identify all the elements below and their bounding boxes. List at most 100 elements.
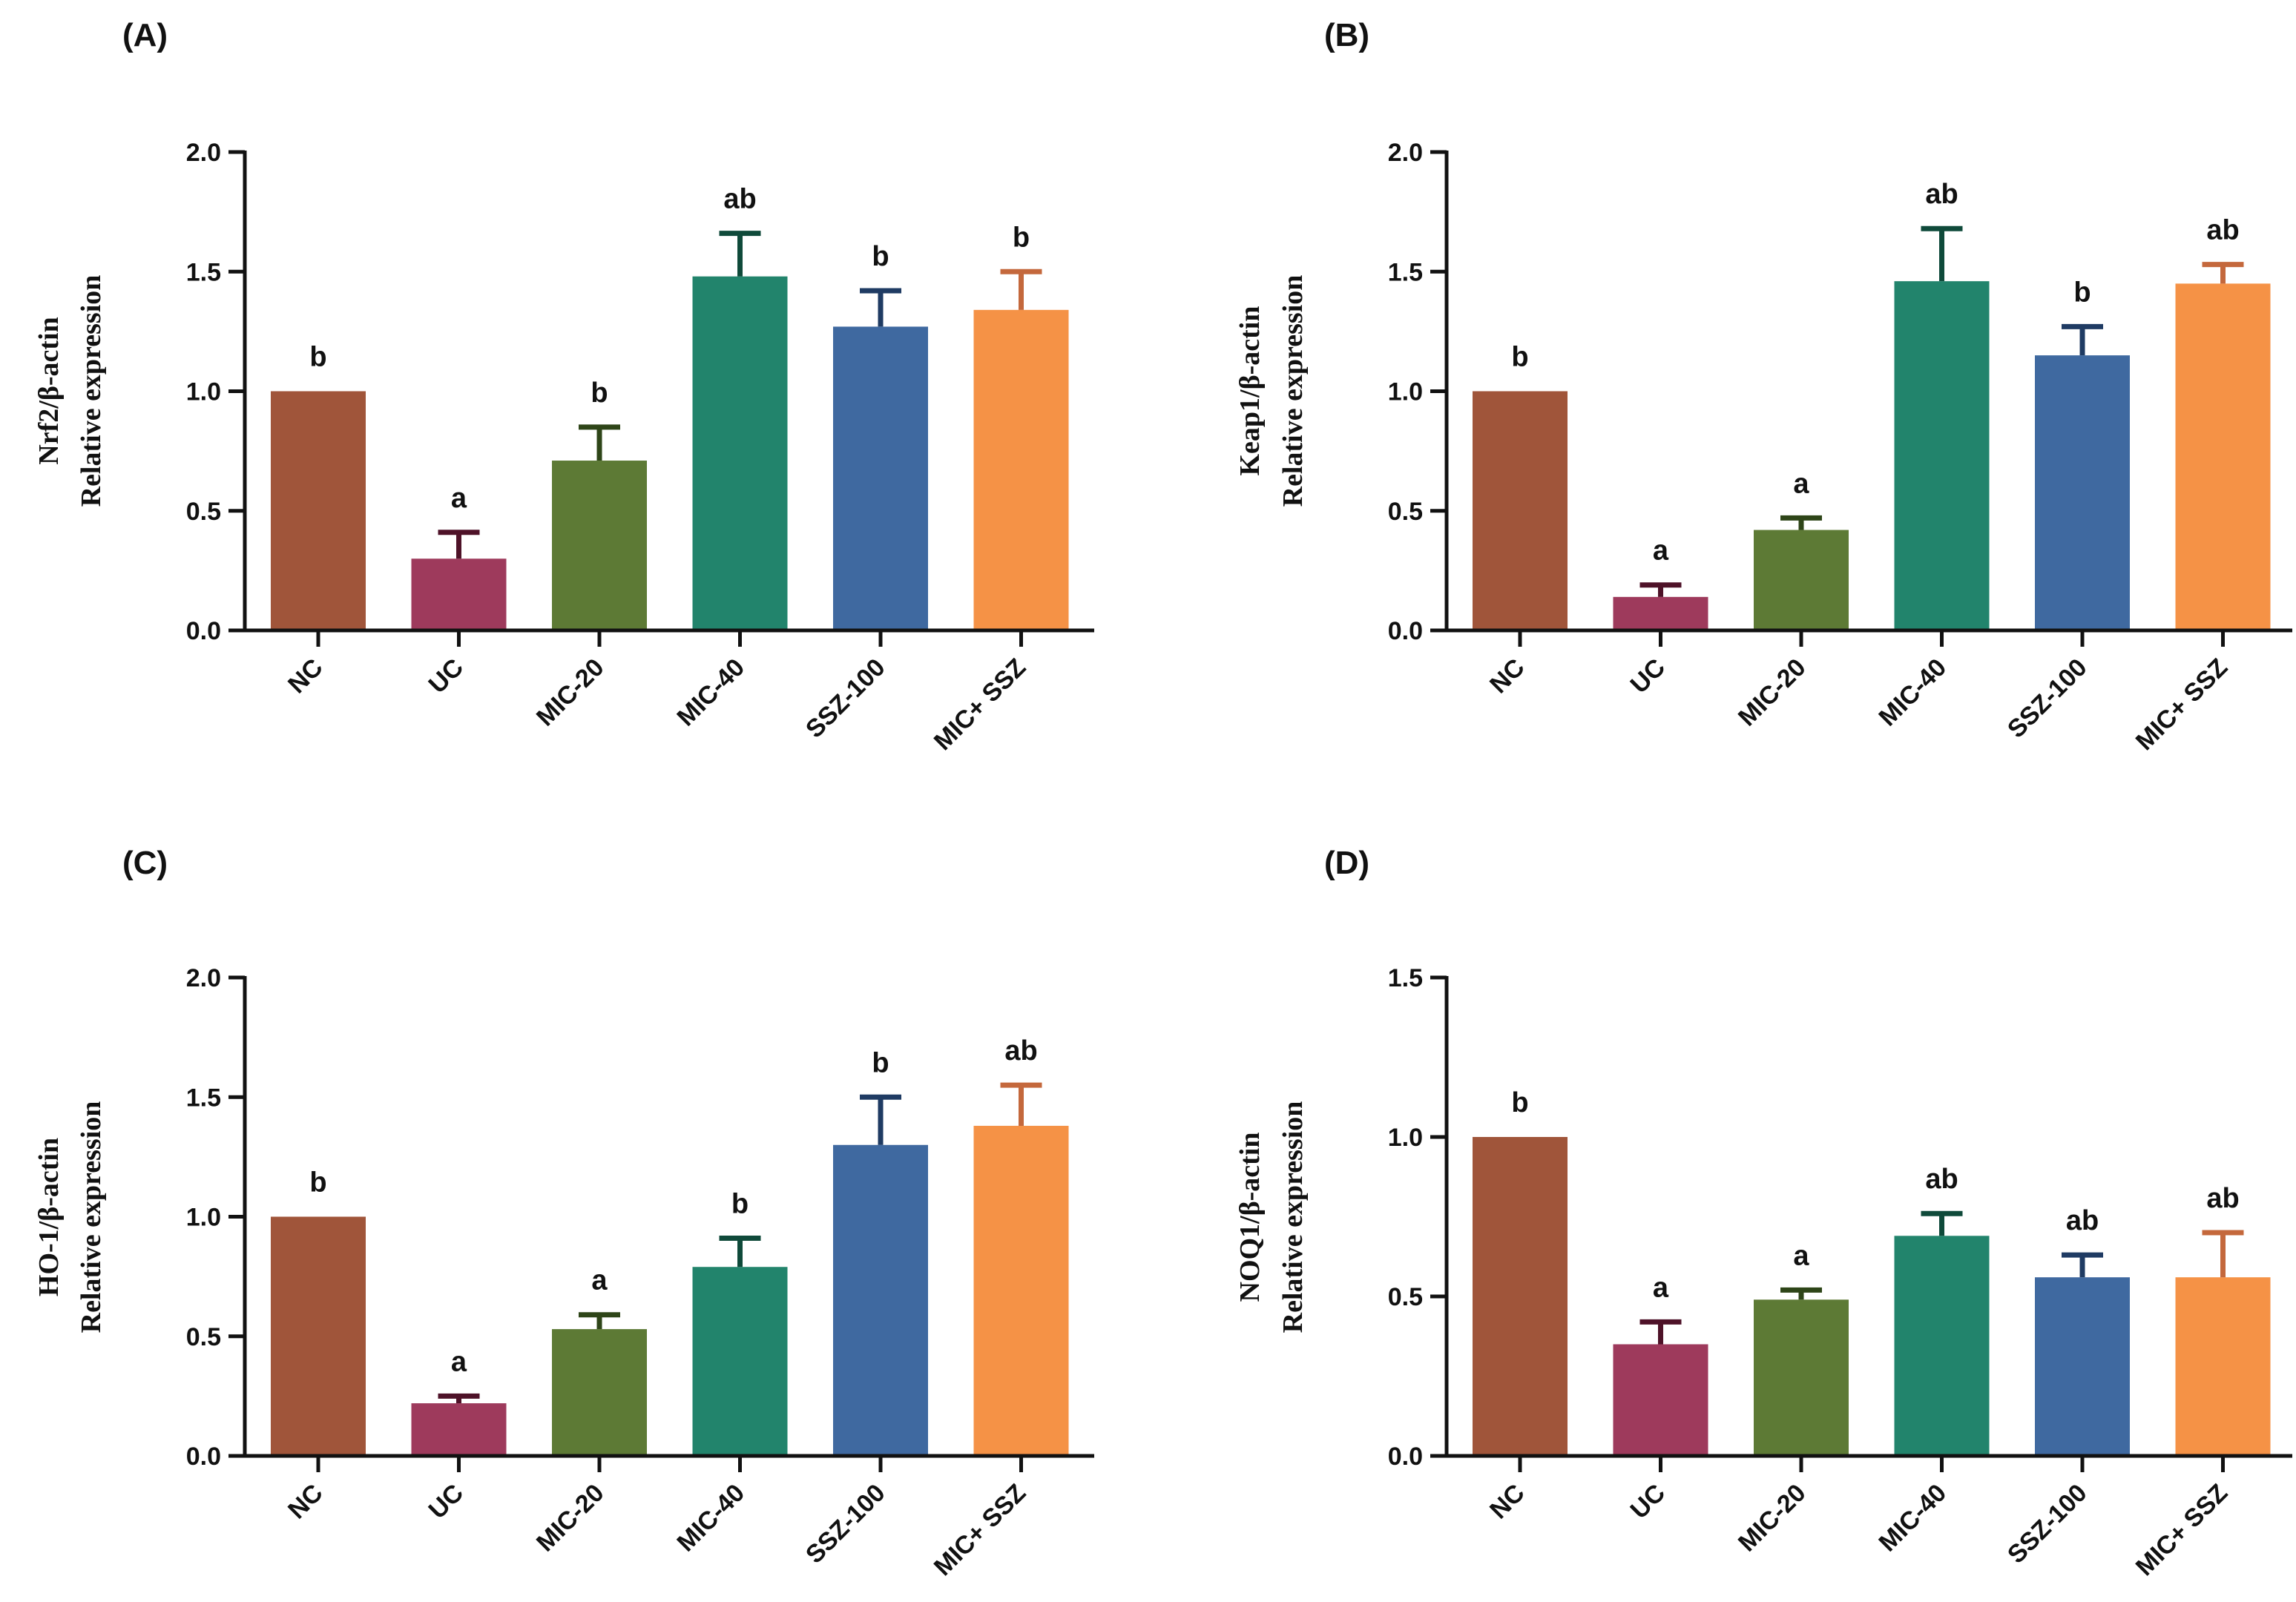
bar xyxy=(1894,281,1990,630)
significance-label: a xyxy=(1793,468,1809,499)
category-label: MIC-20 xyxy=(531,1479,610,1558)
significance-label: ab xyxy=(2066,1205,2099,1236)
category-label: NC xyxy=(283,1479,329,1525)
panel-b: (B) Keap1/β-actin Relative expression 0.0 0.… xyxy=(1234,17,2292,756)
panel-letter: (D) xyxy=(1324,845,1369,881)
bar xyxy=(692,276,788,630)
category-label: NC xyxy=(1484,1479,1530,1525)
bar xyxy=(1473,391,1568,630)
y-tick-label: 0.5 xyxy=(186,498,221,526)
category-label: SSZ-100 xyxy=(2002,1479,2093,1569)
bar xyxy=(552,461,647,630)
y-tick-label: 2.0 xyxy=(186,139,221,167)
bar xyxy=(271,1216,366,1456)
significance-label: b xyxy=(591,378,608,409)
y-tick-label: 2.0 xyxy=(1388,139,1423,167)
significance-label: a xyxy=(1653,535,1669,567)
significance-label: b xyxy=(1511,1087,1528,1118)
bar xyxy=(1894,1236,1990,1456)
category-label: MIC+ SSZ xyxy=(929,1479,1031,1581)
y-tick-label: 1.0 xyxy=(1388,1124,1423,1152)
significance-label: ab xyxy=(723,184,756,215)
y-tick-label: 0.0 xyxy=(1388,1443,1423,1471)
category-label: MIC-40 xyxy=(1873,1479,1952,1558)
category-label: MIC+ SSZ xyxy=(929,653,1031,756)
significance-label: ab xyxy=(2206,1183,2239,1214)
significance-label: ab xyxy=(1925,1164,1958,1195)
significance-label: ab xyxy=(1925,179,1958,210)
significance-label: a xyxy=(1793,1240,1809,1271)
category-label: UC xyxy=(424,653,470,699)
category-label: MIC-20 xyxy=(531,653,610,732)
bar xyxy=(2035,1277,2130,1456)
bar xyxy=(833,326,928,630)
bar xyxy=(1613,596,1708,630)
y-tick-label: 1.5 xyxy=(1388,964,1423,992)
significance-label: a xyxy=(451,483,467,514)
bar xyxy=(833,1144,928,1456)
category-label: UC xyxy=(424,1479,470,1525)
category-label: MIC-40 xyxy=(671,1479,750,1558)
significance-label: ab xyxy=(2206,215,2239,246)
y-tick-label: 1.5 xyxy=(186,258,221,286)
y-tick-label: 0.0 xyxy=(186,1443,221,1471)
bar xyxy=(1754,530,1849,630)
y-tick-label: 1.0 xyxy=(186,378,221,406)
y-tick-label: 1.0 xyxy=(186,1204,221,1232)
bar xyxy=(552,1329,647,1456)
panel-d: (D) NOQ1/β-actin Relative expression 0.0 0.5… xyxy=(1234,845,2292,1581)
bar xyxy=(692,1267,788,1456)
y-axis-label: Keap1/β-actin xyxy=(1234,306,1266,475)
category-label: MIC-20 xyxy=(1733,653,1812,732)
category-label: MIC-40 xyxy=(1873,653,1952,732)
significance-label: b xyxy=(1511,342,1528,373)
category-label: NC xyxy=(283,653,329,699)
category-label: MIC-20 xyxy=(1733,1479,1812,1558)
panel-a: (A) Nrf2/β-actin Relative expression 0.0 0.5… xyxy=(33,17,1094,756)
category-label: UC xyxy=(1625,1479,1671,1525)
significance-label: b xyxy=(1013,222,1030,253)
significance-label: a xyxy=(451,1346,467,1377)
panel-c: (C) HO-1/β-actin Relative expression 0.0 0.5… xyxy=(33,845,1094,1581)
y-tick-label: 1.5 xyxy=(1388,258,1423,286)
significance-label: b xyxy=(731,1189,749,1220)
significance-label: b xyxy=(2073,277,2091,308)
category-label: SSZ-100 xyxy=(800,1479,891,1569)
y-tick-label: 1.5 xyxy=(186,1084,221,1112)
y-tick-label: 1.0 xyxy=(1388,378,1423,406)
category-label: MIC+ SSZ xyxy=(2131,653,2233,756)
bar xyxy=(411,558,507,630)
significance-label: b xyxy=(309,1167,326,1199)
significance-label: b xyxy=(872,241,889,272)
y-tick-label: 0.5 xyxy=(186,1323,221,1351)
y-axis-label: HO-1/β-actin xyxy=(33,1138,65,1296)
category-label: MIC-40 xyxy=(671,653,750,732)
y-tick-label: 0.0 xyxy=(1388,617,1423,645)
y-axis-label: NOQ1/β-actin xyxy=(1234,1132,1266,1302)
category-label: UC xyxy=(1625,653,1671,699)
bar xyxy=(411,1403,507,1456)
y-tick-label: 0.5 xyxy=(1388,1283,1423,1311)
bar xyxy=(973,309,1069,630)
y-tick-label: 0.5 xyxy=(1388,498,1423,526)
category-label: SSZ-100 xyxy=(2002,653,2093,744)
significance-label: b xyxy=(309,342,326,373)
bar xyxy=(2175,283,2271,630)
y-axis-label-secondary: Relative expression xyxy=(76,1101,107,1334)
significance-label: a xyxy=(1653,1272,1669,1303)
bar xyxy=(1613,1344,1708,1456)
bar xyxy=(271,391,366,630)
significance-label: a xyxy=(591,1265,608,1296)
y-axis-label-secondary: Relative expression xyxy=(1277,1101,1309,1334)
significance-label: ab xyxy=(1004,1035,1037,1067)
y-axis-label-secondary: Relative expression xyxy=(76,275,107,507)
panel-letter: (B) xyxy=(1324,17,1369,53)
y-tick-label: 0.0 xyxy=(186,617,221,645)
y-axis-label-secondary: Relative expression xyxy=(1277,275,1309,507)
category-label: NC xyxy=(1484,653,1530,699)
bar xyxy=(2175,1277,2271,1456)
y-tick-label: 2.0 xyxy=(186,964,221,992)
category-label: SSZ-100 xyxy=(800,653,891,744)
panel-letter: (C) xyxy=(122,845,168,881)
bar xyxy=(2035,355,2130,630)
